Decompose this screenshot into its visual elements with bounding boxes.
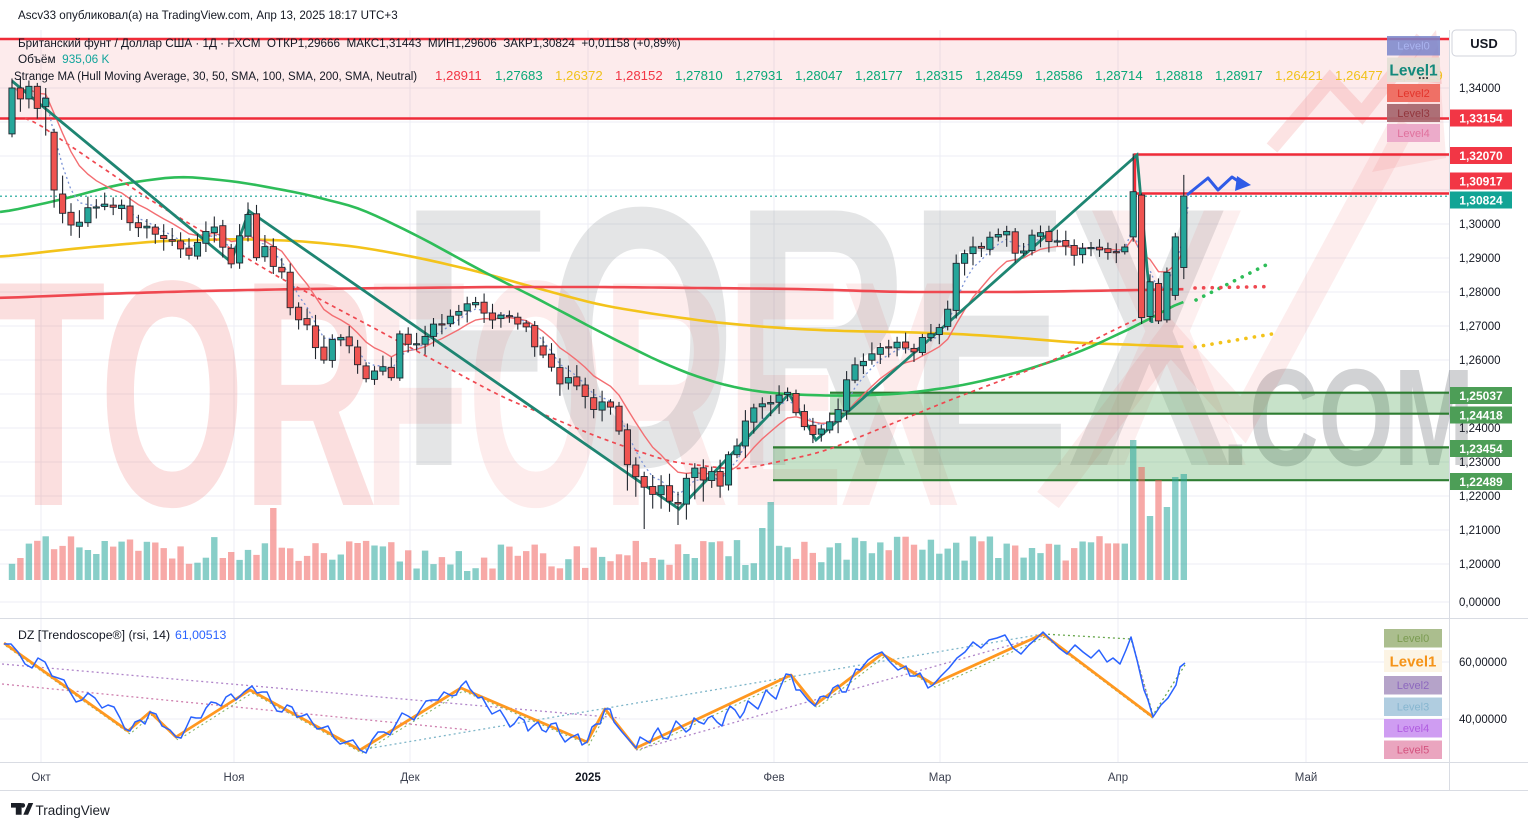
svg-text:Level1: Level1 bbox=[1390, 653, 1437, 670]
svg-text:Окт: Окт bbox=[31, 772, 51, 784]
svg-text:1,28000: 1,28000 bbox=[1459, 287, 1501, 299]
svg-text:60,00000: 60,00000 bbox=[1459, 657, 1507, 669]
svg-text:DZ [Trendoscope®] (rsi, 14)61,: DZ [Trendoscope®] (rsi, 14) 61,00513 bbox=[18, 628, 226, 642]
svg-text:1,33154: 1,33154 bbox=[1459, 112, 1503, 126]
svg-text:2025: 2025 bbox=[575, 772, 601, 784]
svg-text:Level0: Level0 bbox=[1397, 633, 1429, 645]
svg-text:1,21000: 1,21000 bbox=[1459, 525, 1501, 537]
svg-text:Ascv33 опубликовал(а) на Tradi: Ascv33 опубликовал(а) на TradingView.com… bbox=[18, 9, 398, 22]
svg-text:1,30000: 1,30000 bbox=[1459, 219, 1501, 231]
svg-text:Level4: Level4 bbox=[1397, 128, 1429, 140]
svg-text:Май: Май bbox=[1295, 772, 1318, 784]
svg-text:1,29000: 1,29000 bbox=[1459, 253, 1501, 265]
svg-text:Level3: Level3 bbox=[1397, 702, 1429, 714]
svg-text:Мар: Мар bbox=[929, 772, 952, 784]
svg-text:1,24000: 1,24000 bbox=[1459, 423, 1501, 435]
svg-text:Level2: Level2 bbox=[1397, 88, 1429, 100]
svg-text:Объём 935,06 K: Объём 935,06 K bbox=[18, 52, 110, 66]
svg-text:1,30824: 1,30824 bbox=[1459, 194, 1503, 208]
svg-text:Дек: Дек bbox=[400, 772, 420, 784]
svg-text:Level0: Level0 bbox=[1397, 41, 1429, 53]
svg-text:...: ... bbox=[1418, 67, 1429, 82]
svg-text:USD: USD bbox=[1470, 36, 1497, 51]
svg-text:0,00000: 0,00000 bbox=[1459, 597, 1501, 609]
svg-text:1,23000: 1,23000 bbox=[1459, 457, 1501, 469]
svg-text:Level4: Level4 bbox=[1397, 723, 1429, 735]
svg-text:Фев: Фев bbox=[763, 772, 784, 784]
svg-text:Strange MA (Hull Moving Averag: Strange MA (Hull Moving Average, 30, 50,… bbox=[14, 68, 1503, 83]
svg-text:1,26000: 1,26000 bbox=[1459, 355, 1501, 367]
svg-text:Ноя: Ноя bbox=[224, 772, 245, 784]
svg-text:1,27000: 1,27000 bbox=[1459, 321, 1501, 333]
svg-text:.COM: .COM bbox=[1222, 341, 1474, 495]
svg-text:Британский фунт / Доллар США ·: Британский фунт / Доллар США · 1Д · FXCM… bbox=[18, 37, 681, 50]
svg-text:Апр: Апр bbox=[1108, 772, 1128, 784]
svg-text:1,34000: 1,34000 bbox=[1459, 83, 1501, 95]
svg-text:Level3: Level3 bbox=[1397, 108, 1429, 120]
svg-text:TOR: TOR bbox=[0, 213, 374, 573]
svg-text:FOREX: FOREX bbox=[400, 131, 1232, 544]
svg-text:1,20000: 1,20000 bbox=[1459, 559, 1501, 571]
svg-text:1,25037: 1,25037 bbox=[1459, 389, 1503, 403]
svg-text:1,23454: 1,23454 bbox=[1459, 442, 1503, 456]
svg-text:1,32070: 1,32070 bbox=[1459, 149, 1503, 163]
svg-text:1,24418: 1,24418 bbox=[1459, 409, 1503, 423]
svg-text:1,22000: 1,22000 bbox=[1459, 491, 1501, 503]
svg-text:40,00000: 40,00000 bbox=[1459, 714, 1507, 726]
svg-text:TradingView: TradingView bbox=[36, 803, 111, 818]
svg-text:1,22489: 1,22489 bbox=[1459, 475, 1503, 489]
svg-text:Level1: Level1 bbox=[1389, 62, 1438, 79]
svg-text:1,30917: 1,30917 bbox=[1459, 175, 1503, 189]
svg-text:Level2: Level2 bbox=[1397, 680, 1429, 692]
svg-text:Level5: Level5 bbox=[1397, 745, 1429, 757]
